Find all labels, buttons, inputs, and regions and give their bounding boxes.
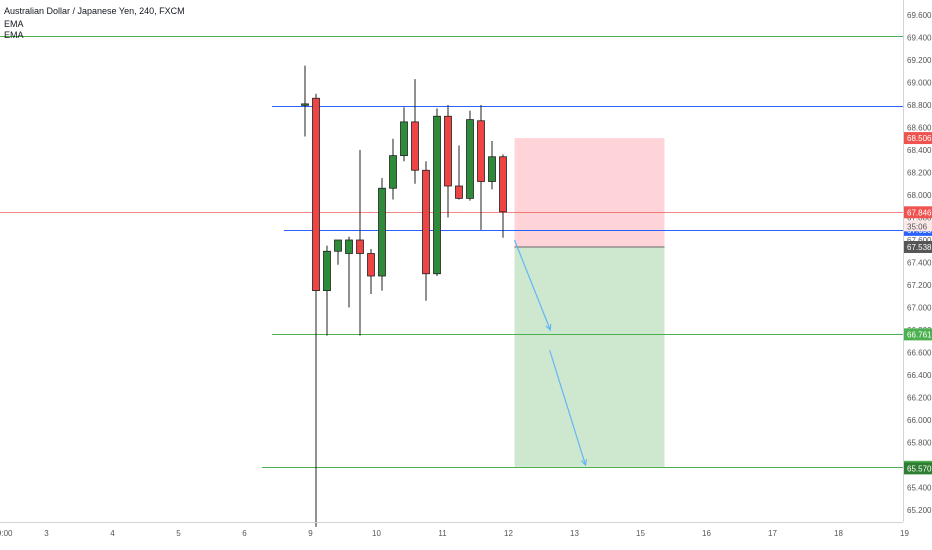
x-tick-label: 18 xyxy=(834,529,843,538)
x-tick-label: 13 xyxy=(570,529,579,538)
y-tick-label: 65.400 xyxy=(907,484,932,493)
projection-arrowhead-1 xyxy=(580,458,587,467)
candle-body-16[interactable] xyxy=(477,120,485,182)
y-tick-label: 66.200 xyxy=(907,394,932,403)
x-tick-label: 09:00 xyxy=(0,529,13,538)
y-tick-label: 69.400 xyxy=(907,34,932,43)
x-tick-label: 16 xyxy=(702,529,711,538)
price-tag-1 xyxy=(904,206,932,219)
projection-arrowhead-0 xyxy=(545,323,552,332)
y-tick-label: 66.000 xyxy=(907,416,932,425)
y-tick-label: 68.800 xyxy=(907,101,932,110)
candle-body-7[interactable] xyxy=(378,187,386,277)
price-tag-label-0: 68.506 xyxy=(907,134,932,143)
candle-body-17[interactable] xyxy=(488,156,496,182)
y-tick-label: 69.200 xyxy=(907,56,932,65)
y-tick-label: 66.400 xyxy=(907,371,932,380)
y-tick-label: 67.000 xyxy=(907,304,932,313)
y-tick-label: 69.000 xyxy=(907,79,932,88)
countdown-tag xyxy=(904,220,932,232)
candle-body-8[interactable] xyxy=(389,155,397,189)
price-tag-4 xyxy=(904,328,932,341)
x-tick-label: 6 xyxy=(242,529,247,538)
candle-body-3[interactable] xyxy=(334,239,342,252)
y-tick-label: 68.200 xyxy=(907,169,932,178)
candle-body-14[interactable] xyxy=(455,185,463,199)
candle-body-5[interactable] xyxy=(356,239,364,254)
y-tick-label: 65.800 xyxy=(907,439,932,448)
x-tick-label: 11 xyxy=(438,529,447,538)
x-tick-label: 3 xyxy=(44,529,49,538)
candle-body-0[interactable] xyxy=(301,103,309,106)
candle-body-1[interactable] xyxy=(312,97,320,292)
countdown-label: 35:06 xyxy=(907,222,928,231)
y-tick-label: 68.400 xyxy=(907,146,932,155)
y-tick-label: 67.600 xyxy=(907,236,932,245)
y-tick-label: 66.600 xyxy=(907,349,932,358)
price-tag-0 xyxy=(904,132,932,145)
candle-body-15[interactable] xyxy=(466,119,474,199)
y-tick-label: 68.000 xyxy=(907,191,932,200)
candle-body-12[interactable] xyxy=(433,115,441,275)
candle-body-9[interactable] xyxy=(400,121,408,157)
price-tag-6 xyxy=(904,462,932,475)
y-tick-label: 69.600 xyxy=(907,11,932,20)
y-tick-label: 67.400 xyxy=(907,259,932,268)
price-tag-label-6: 65.570 xyxy=(907,464,932,473)
position-reward-zone[interactable] xyxy=(514,246,665,467)
candle-body-11[interactable] xyxy=(422,169,430,275)
y-tick-label: 67.200 xyxy=(907,281,932,290)
projection-arrow-0[interactable] xyxy=(513,239,551,331)
price-tag-label-1: 67.846 xyxy=(907,208,932,217)
projection-arrow-1[interactable] xyxy=(549,350,587,466)
x-tick-label: 5 xyxy=(176,529,181,538)
candle-body-18[interactable] xyxy=(499,156,507,213)
x-tick-label: 9 xyxy=(308,529,313,538)
indicator-ema-1[interactable]: EMA xyxy=(4,19,24,29)
candle-body-2[interactable] xyxy=(323,250,331,292)
indicator-ema-2[interactable]: EMA xyxy=(4,30,24,40)
x-tick-label: 17 xyxy=(768,529,777,538)
price-tag-label-4: 66.761 xyxy=(907,330,932,339)
candle-body-4[interactable] xyxy=(345,239,353,254)
symbol-title: Australian Dollar / Japanese Yen, 240, F… xyxy=(4,6,185,16)
position-risk-zone[interactable] xyxy=(514,138,665,247)
x-tick-label: 10 xyxy=(372,529,381,538)
x-tick-label: 12 xyxy=(504,529,513,538)
candle-body-13[interactable] xyxy=(444,115,452,187)
x-tick-label: 15 xyxy=(636,529,645,538)
candle-body-6[interactable] xyxy=(367,253,375,277)
y-tick-label: 68.600 xyxy=(907,124,932,133)
y-tick-label: 65.200 xyxy=(907,506,932,515)
x-tick-label: 4 xyxy=(110,529,115,538)
price-axis[interactable] xyxy=(903,0,932,550)
x-tick-label: 19 xyxy=(900,529,909,538)
price-tag-3 xyxy=(904,240,932,253)
candle-body-10[interactable] xyxy=(411,121,419,171)
price-tag-label-3: 67.538 xyxy=(907,243,932,252)
